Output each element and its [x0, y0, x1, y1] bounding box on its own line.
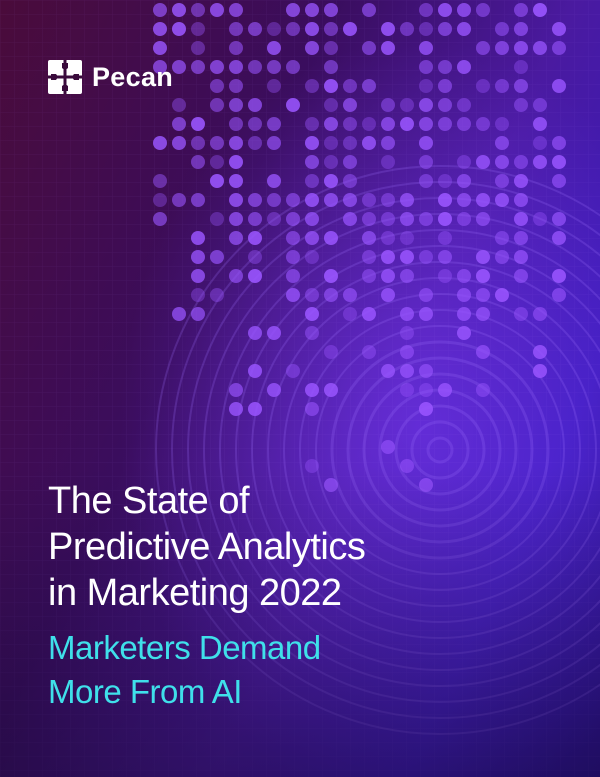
title-line: The State of: [48, 480, 250, 522]
brand-name: Pecan: [92, 61, 174, 92]
subtitle-line: Marketers Demand: [48, 629, 321, 666]
pecan-logo-icon: [48, 60, 82, 94]
title-line: Predictive Analytics: [48, 526, 366, 568]
subtitle-line: More From AI: [48, 673, 242, 710]
title-line: in Marketing 2022: [48, 572, 342, 614]
brand-logo: Pecan: [48, 60, 173, 94]
report-title: The State of Predictive Analytics in Mar…: [48, 478, 366, 616]
report-subtitle: Marketers Demand More From AI: [48, 626, 321, 714]
